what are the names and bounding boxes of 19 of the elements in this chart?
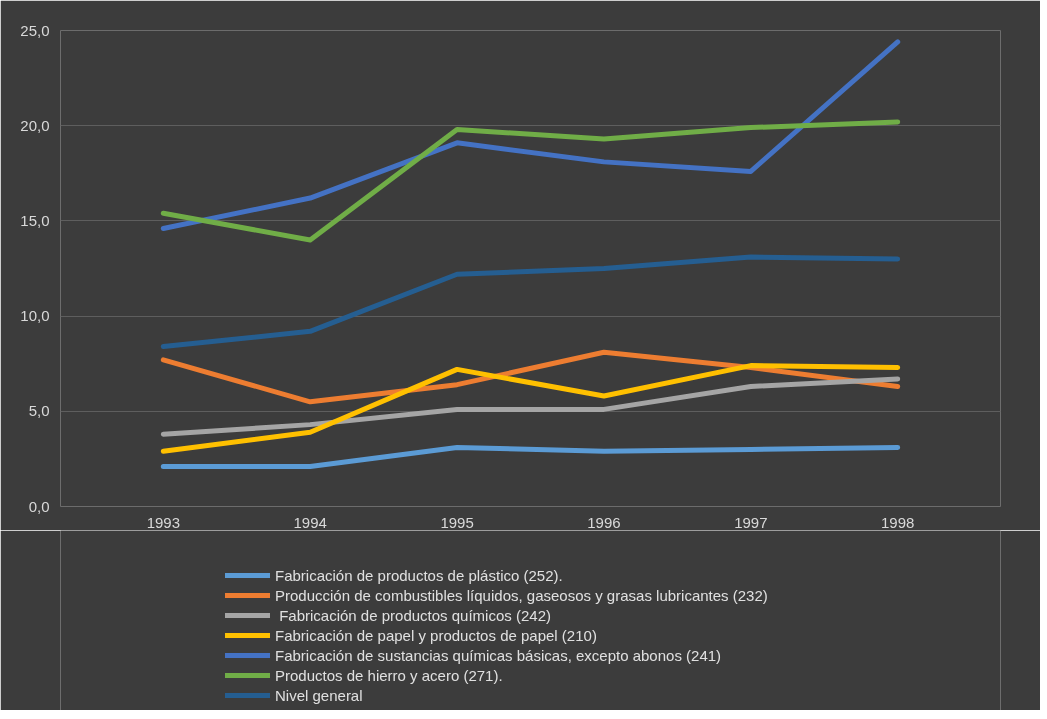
y-tick-label: 5,0	[28, 402, 50, 420]
legend-label: Nivel general	[275, 685, 363, 705]
y-tick-label: 10,0	[20, 307, 50, 325]
legend-label: Producción de combustibles líquidos, gaseosos y grasas lubricantes (232)	[275, 585, 768, 605]
legend-label: Productos de hierro y acero (271).	[275, 665, 503, 685]
x-tick-label: 1997	[734, 513, 768, 531]
x-tick-label: 1993	[146, 513, 180, 531]
legend-label: Fabricación de papel y productos de papel (210)	[275, 625, 597, 645]
legend-label: Fabricación de productos de plástico (252).	[275, 565, 563, 585]
x-tick-label: 1994	[293, 513, 327, 531]
legend-label: Fabricación de sustancias químicas básicas, excepto abonos (241)	[275, 645, 722, 665]
x-tick-label: 1998	[881, 513, 915, 531]
y-tick-label: 15,0	[20, 211, 50, 229]
y-tick-label: 0,0	[28, 497, 50, 515]
legend-label: Fabricación de productos químicos (242)	[278, 605, 551, 625]
x-tick-label: 1996	[587, 513, 621, 531]
y-tick-label: 25,0	[20, 21, 50, 39]
y-tick-label: 20,0	[20, 116, 50, 134]
x-tick-label: 1995	[440, 513, 474, 531]
